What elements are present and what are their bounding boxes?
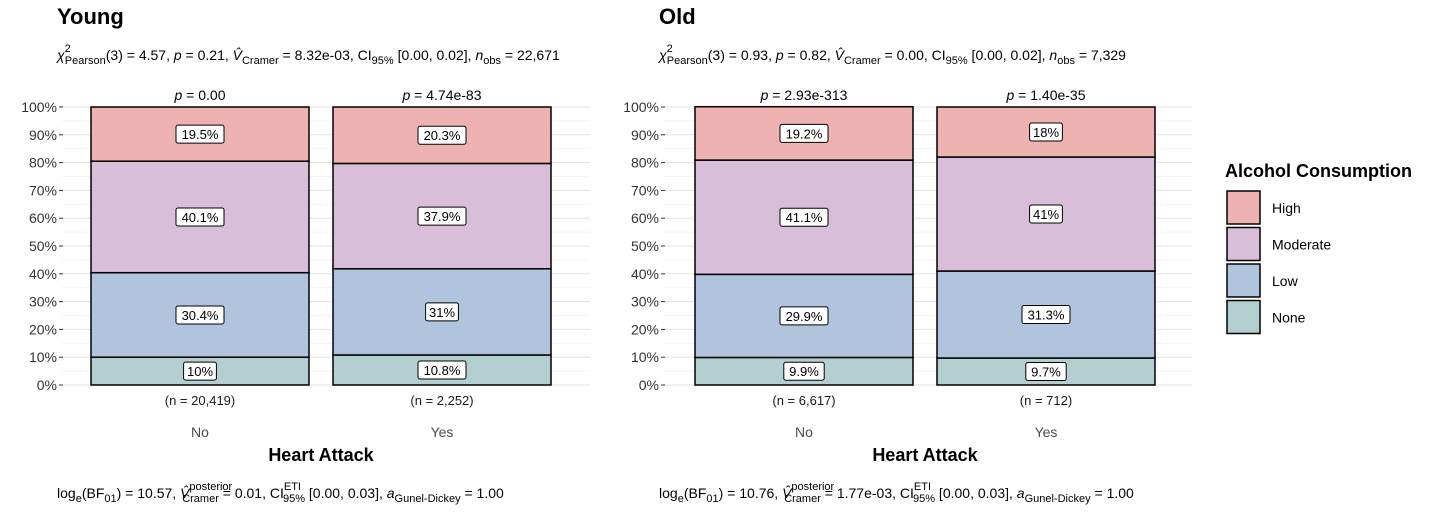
- y-tick-label: 50%: [29, 238, 57, 254]
- data-label-box: [425, 302, 459, 322]
- x-axis-title: Heart Attack: [268, 445, 374, 465]
- legend-swatch-low: [1226, 263, 1261, 298]
- data-label: 9.7%: [1031, 365, 1061, 380]
- y-tick-label: 20%: [631, 321, 659, 337]
- data-label: 18%: [1033, 125, 1059, 140]
- data-label: 37.9%: [424, 209, 461, 224]
- data-label-box: [1029, 122, 1063, 142]
- data-label: 30.4%: [182, 308, 219, 323]
- legend: Alcohol Consumption High Moderate Low None: [1225, 161, 1412, 335]
- data-label-box: [417, 360, 467, 380]
- y-tick-label: 70%: [631, 182, 659, 198]
- y-tick-label: 80%: [29, 155, 57, 171]
- data-label-box: [779, 306, 829, 326]
- y-tick-label: 10%: [631, 349, 659, 365]
- panel-old: Old χ2 Pearson(3) = 0.93, p = 0.82, V̂Cram…: [623, 4, 1192, 505]
- data-label: 29.9%: [786, 309, 823, 324]
- n-label: (n = 2,252): [410, 393, 473, 408]
- x-tick-label: No: [191, 424, 209, 440]
- data-label-box: [1029, 204, 1063, 224]
- y-tick-label: 0%: [37, 377, 57, 393]
- data-label-box: [175, 124, 225, 144]
- n-label: (n = 6,617): [772, 393, 835, 408]
- y-tick-label: 10%: [29, 349, 57, 365]
- panel-young: Young χ2 Pearson(3) = 4.57, p = 0.21, V̂Cr…: [21, 4, 590, 505]
- data-label-box: [1021, 305, 1071, 325]
- legend-title: Alcohol Consumption: [1225, 161, 1412, 181]
- data-label: 19.5%: [182, 127, 219, 142]
- data-label-box: [783, 361, 825, 381]
- y-tick-label: 50%: [631, 238, 659, 254]
- y-tick-label: 0%: [639, 377, 659, 393]
- x-tick-label: Yes: [1035, 424, 1058, 440]
- panel-title: Young: [57, 4, 124, 29]
- data-label-box: [417, 125, 467, 145]
- data-label: 41%: [1033, 207, 1059, 222]
- x-tick-label: No: [795, 424, 813, 440]
- y-tick-label: 90%: [631, 127, 659, 143]
- p-value-label: p = 0.00: [174, 87, 226, 103]
- y-tick-label: 30%: [29, 294, 57, 310]
- data-label-box: [779, 207, 829, 227]
- data-label: 19.2%: [786, 126, 823, 141]
- panel-title: Old: [659, 4, 696, 29]
- y-tick-label: 40%: [29, 266, 57, 282]
- data-label: 9.9%: [789, 364, 819, 379]
- data-label-box: [779, 123, 829, 143]
- y-tick-label: 40%: [631, 266, 659, 282]
- legend-label: None: [1272, 310, 1306, 326]
- legend-label: Low: [1272, 273, 1299, 289]
- data-label-box: [183, 361, 217, 381]
- n-label: (n = 20,419): [165, 393, 235, 408]
- data-label: 31%: [429, 305, 455, 320]
- bayes-caption: loge(BF01) = 10.57, V̂posterior Cramer = …: [57, 481, 504, 505]
- data-label: 40.1%: [182, 210, 219, 225]
- data-label-box: [417, 206, 467, 226]
- legend-swatch-high: [1226, 190, 1261, 225]
- stats-subtitle: χ2 Pearson(3) = 4.57, p = 0.21, V̂Cramer …: [55, 43, 560, 67]
- y-tick-label: 100%: [21, 99, 57, 115]
- data-label-box: [175, 305, 225, 325]
- legend-swatch-moderate: [1226, 226, 1261, 262]
- y-tick-label: 30%: [631, 294, 659, 310]
- data-label: 31.3%: [1028, 308, 1065, 323]
- y-tick-label: 90%: [29, 127, 57, 143]
- y-tick-label: 20%: [29, 321, 57, 337]
- p-value-label: p = 4.74e-83: [401, 87, 481, 103]
- x-tick-label: Yes: [431, 424, 454, 440]
- y-tick-label: 100%: [623, 99, 659, 115]
- data-label-box: [175, 207, 225, 227]
- data-label: 20.3%: [424, 128, 461, 143]
- data-label: 41.1%: [786, 210, 823, 225]
- data-label: 10%: [187, 364, 213, 379]
- x-axis-title: Heart Attack: [872, 445, 978, 465]
- legend-label: Moderate: [1272, 237, 1331, 253]
- y-tick-label: 60%: [29, 210, 57, 226]
- p-value-label: p = 1.40e-35: [1005, 87, 1085, 103]
- stats-subtitle: χ2 Pearson(3) = 0.93, p = 0.82, V̂Cramer …: [657, 43, 1126, 67]
- y-tick-label: 80%: [631, 155, 659, 171]
- bayes-caption: loge(BF01) = 10.76, V̂posterior Cramer = …: [659, 481, 1134, 505]
- legend-label: High: [1272, 200, 1301, 216]
- n-label: (n = 712): [1020, 393, 1072, 408]
- y-tick-label: 60%: [631, 210, 659, 226]
- p-value-label: p = 2.93e-313: [760, 87, 848, 103]
- y-tick-label: 70%: [29, 182, 57, 198]
- data-label-box: [1025, 362, 1067, 382]
- legend-swatch-none: [1226, 299, 1261, 335]
- data-label: 10.8%: [424, 363, 461, 378]
